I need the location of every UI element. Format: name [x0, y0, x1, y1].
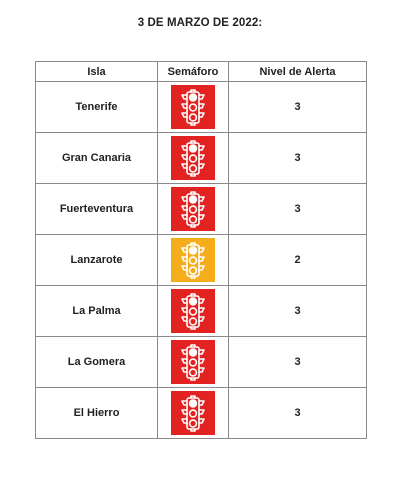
cell-semaforo [157, 183, 229, 235]
cell-nivel-alerta: 2 [228, 234, 367, 286]
table-row: Tenerife 3 [35, 81, 367, 133]
cell-nivel-alerta: 3 [228, 81, 367, 133]
cell-semaforo [157, 285, 229, 337]
page-title: 3 DE MARZO DE 2022: [137, 17, 263, 29]
cell-semaforo [157, 336, 229, 388]
alert-level-table: Isla Semáforo Nivel de Alerta Tenerife 3 G… [35, 61, 367, 439]
cell-isla: Tenerife [35, 81, 158, 133]
table-header-row: Isla Semáforo Nivel de Alerta [35, 61, 367, 82]
cell-semaforo [157, 132, 229, 184]
cell-nivel-alerta: 3 [228, 336, 367, 388]
header-isla: Isla [35, 61, 158, 82]
cell-nivel-alerta: 3 [228, 132, 367, 184]
cell-isla: Fuerteventura [35, 183, 158, 235]
traffic-light-red-icon [171, 391, 215, 435]
table-row: Fuerteventura 3 [35, 183, 367, 235]
cell-nivel-alerta: 3 [228, 183, 367, 235]
traffic-light-red-icon [171, 85, 215, 129]
table-row: Lanzarote 2 [35, 234, 367, 286]
cell-isla: Lanzarote [35, 234, 158, 286]
table-row: La Palma 3 [35, 285, 367, 337]
cell-isla: La Palma [35, 285, 158, 337]
cell-semaforo [157, 387, 229, 439]
cell-semaforo [157, 234, 229, 286]
traffic-light-red-icon [171, 136, 215, 180]
traffic-light-orange-icon [171, 238, 215, 282]
table-row: La Gomera 3 [35, 336, 367, 388]
cell-isla: La Gomera [35, 336, 158, 388]
cell-semaforo [157, 81, 229, 133]
cell-nivel-alerta: 3 [228, 285, 367, 337]
traffic-light-red-icon [171, 289, 215, 333]
cell-isla: El Hierro [35, 387, 158, 439]
header-semaforo: Semáforo [157, 61, 229, 82]
table-row: El Hierro 3 [35, 387, 367, 439]
header-nivel-alerta: Nivel de Alerta [228, 61, 367, 82]
cell-isla: Gran Canaria [35, 132, 158, 184]
table-row: Gran Canaria 3 [35, 132, 367, 184]
traffic-light-red-icon [171, 340, 215, 384]
cell-nivel-alerta: 3 [228, 387, 367, 439]
traffic-light-red-icon [171, 187, 215, 231]
